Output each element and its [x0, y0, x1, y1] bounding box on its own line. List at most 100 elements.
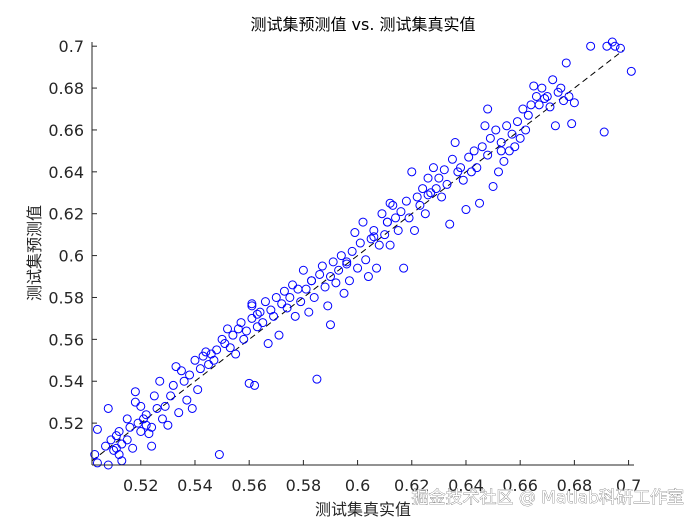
data-point — [456, 163, 466, 173]
data-point — [488, 181, 498, 191]
data-point — [540, 94, 550, 104]
data-point — [418, 184, 428, 194]
data-point — [610, 41, 620, 51]
data-point — [274, 330, 284, 340]
data-point — [317, 261, 327, 271]
data-point — [252, 322, 262, 332]
data-point — [228, 330, 238, 340]
data-point — [531, 91, 541, 101]
data-point — [271, 292, 281, 302]
data-point — [157, 414, 167, 424]
data-point — [545, 102, 555, 112]
x-tick-label: 0.52 — [123, 476, 159, 495]
x-tick-label: 0.62 — [394, 476, 430, 495]
data-point — [147, 422, 157, 432]
data-point — [187, 403, 197, 413]
plot-area — [90, 37, 636, 470]
data-point — [247, 301, 257, 311]
data-point — [485, 133, 495, 143]
y-tick-label: 0.6 — [59, 247, 84, 266]
data-point — [358, 217, 368, 227]
data-point — [293, 284, 303, 294]
data-point — [212, 345, 222, 355]
data-point — [279, 286, 289, 296]
data-point — [586, 41, 596, 51]
data-point — [510, 142, 520, 152]
data-point — [204, 359, 214, 369]
data-point — [160, 401, 170, 411]
data-point — [155, 376, 165, 386]
data-point — [428, 163, 438, 173]
data-point — [263, 339, 273, 349]
data-point — [101, 441, 111, 451]
data-point — [114, 450, 124, 460]
data-point — [296, 297, 306, 307]
data-point — [236, 318, 246, 328]
data-point — [494, 167, 503, 177]
data-point — [269, 311, 279, 321]
data-point — [190, 355, 200, 365]
data-point — [241, 326, 251, 336]
data-point — [504, 146, 514, 156]
data-point — [399, 263, 409, 273]
data-point — [179, 376, 189, 386]
data-point — [464, 152, 474, 162]
data-point — [325, 272, 335, 282]
data-point — [353, 263, 363, 273]
data-point — [128, 443, 138, 453]
data-point — [377, 209, 387, 219]
data-point — [407, 167, 417, 177]
chart-title: 测试集预测值 vs. 测试集真实值 — [250, 15, 475, 34]
data-point — [141, 420, 151, 430]
data-point — [195, 364, 205, 374]
data-point — [163, 420, 173, 430]
data-point — [420, 209, 430, 219]
data-point — [461, 205, 471, 215]
data-point — [106, 435, 116, 445]
data-point — [447, 154, 457, 164]
y-ticks: 0.52 0.54 0.56 0.58 0.6 0.62 0.64 0.66 0.68 0.7 — [48, 37, 97, 433]
data-point — [342, 257, 352, 267]
data-point — [122, 435, 132, 445]
data-point — [423, 190, 433, 200]
data-point — [374, 240, 384, 250]
data-point — [521, 125, 531, 135]
x-tick-label: 0.56 — [231, 476, 267, 495]
data-point — [523, 110, 533, 120]
data-point — [266, 305, 276, 315]
y-tick-label: 0.7 — [59, 37, 84, 56]
data-point — [282, 303, 292, 313]
data-point — [434, 173, 444, 183]
data-point — [288, 280, 298, 290]
data-point — [247, 313, 257, 323]
data-point — [307, 276, 317, 286]
data-point — [315, 269, 325, 279]
data-point — [450, 138, 460, 148]
data-point — [361, 255, 371, 265]
y-tick-label: 0.58 — [48, 288, 84, 307]
data-point — [252, 309, 262, 319]
data-point — [363, 272, 373, 282]
data-point — [431, 184, 441, 194]
data-point — [201, 347, 211, 357]
data-point — [439, 165, 449, 175]
data-point — [366, 234, 376, 244]
data-point — [466, 167, 476, 177]
data-point — [92, 458, 102, 468]
data-point — [171, 362, 181, 372]
data-point — [244, 378, 254, 388]
x-ticks: 0.52 0.54 0.56 0.58 0.6 0.62 0.64 0.66 0.68 0.7 — [123, 460, 641, 495]
data-point — [569, 98, 579, 108]
data-point — [277, 299, 287, 309]
data-point — [298, 265, 308, 275]
data-point — [350, 228, 360, 238]
data-point — [193, 385, 203, 395]
data-point — [412, 192, 422, 202]
y-tick-label: 0.68 — [48, 79, 84, 98]
data-point — [255, 307, 265, 317]
data-point — [334, 265, 344, 275]
data-point — [301, 284, 311, 294]
data-point — [567, 119, 577, 129]
data-point — [602, 41, 612, 51]
data-point — [599, 127, 609, 137]
